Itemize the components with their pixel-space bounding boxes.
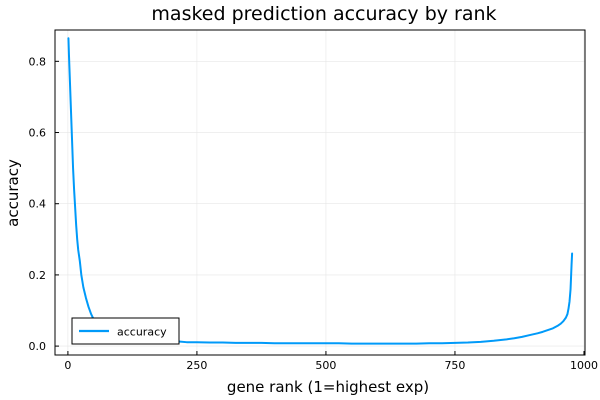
series-layer bbox=[67, 37, 574, 345]
legend-label-accuracy: accuracy bbox=[117, 326, 167, 339]
series-line-accuracy bbox=[67, 37, 574, 345]
x-tick-label: 1000 bbox=[570, 359, 598, 372]
y-tick-label: 0.4 bbox=[29, 198, 47, 211]
y-axis-label: accuracy bbox=[4, 159, 22, 227]
grid bbox=[55, 30, 585, 355]
chart-title: masked prediction accuracy by rank bbox=[151, 3, 496, 25]
x-tick-label: 500 bbox=[315, 359, 336, 372]
y-tick-label: 0.2 bbox=[29, 269, 47, 282]
x-tick-label: 250 bbox=[186, 359, 207, 372]
x-tick-label: 0 bbox=[64, 359, 71, 372]
y-tick-label: 0.6 bbox=[29, 127, 47, 140]
x-tick-label: 750 bbox=[444, 359, 465, 372]
legend: accuracy bbox=[71, 317, 180, 345]
y-tick-label: 0.0 bbox=[29, 340, 47, 353]
plot-frame bbox=[54, 29, 586, 356]
x-axis: 0 250 500 750 1000 bbox=[64, 351, 598, 372]
x-axis-label: gene rank (1=highest exp) bbox=[227, 378, 429, 396]
y-axis: 0.0 0.2 0.4 0.6 0.8 bbox=[29, 55, 59, 353]
y-tick-label: 0.8 bbox=[29, 55, 47, 68]
